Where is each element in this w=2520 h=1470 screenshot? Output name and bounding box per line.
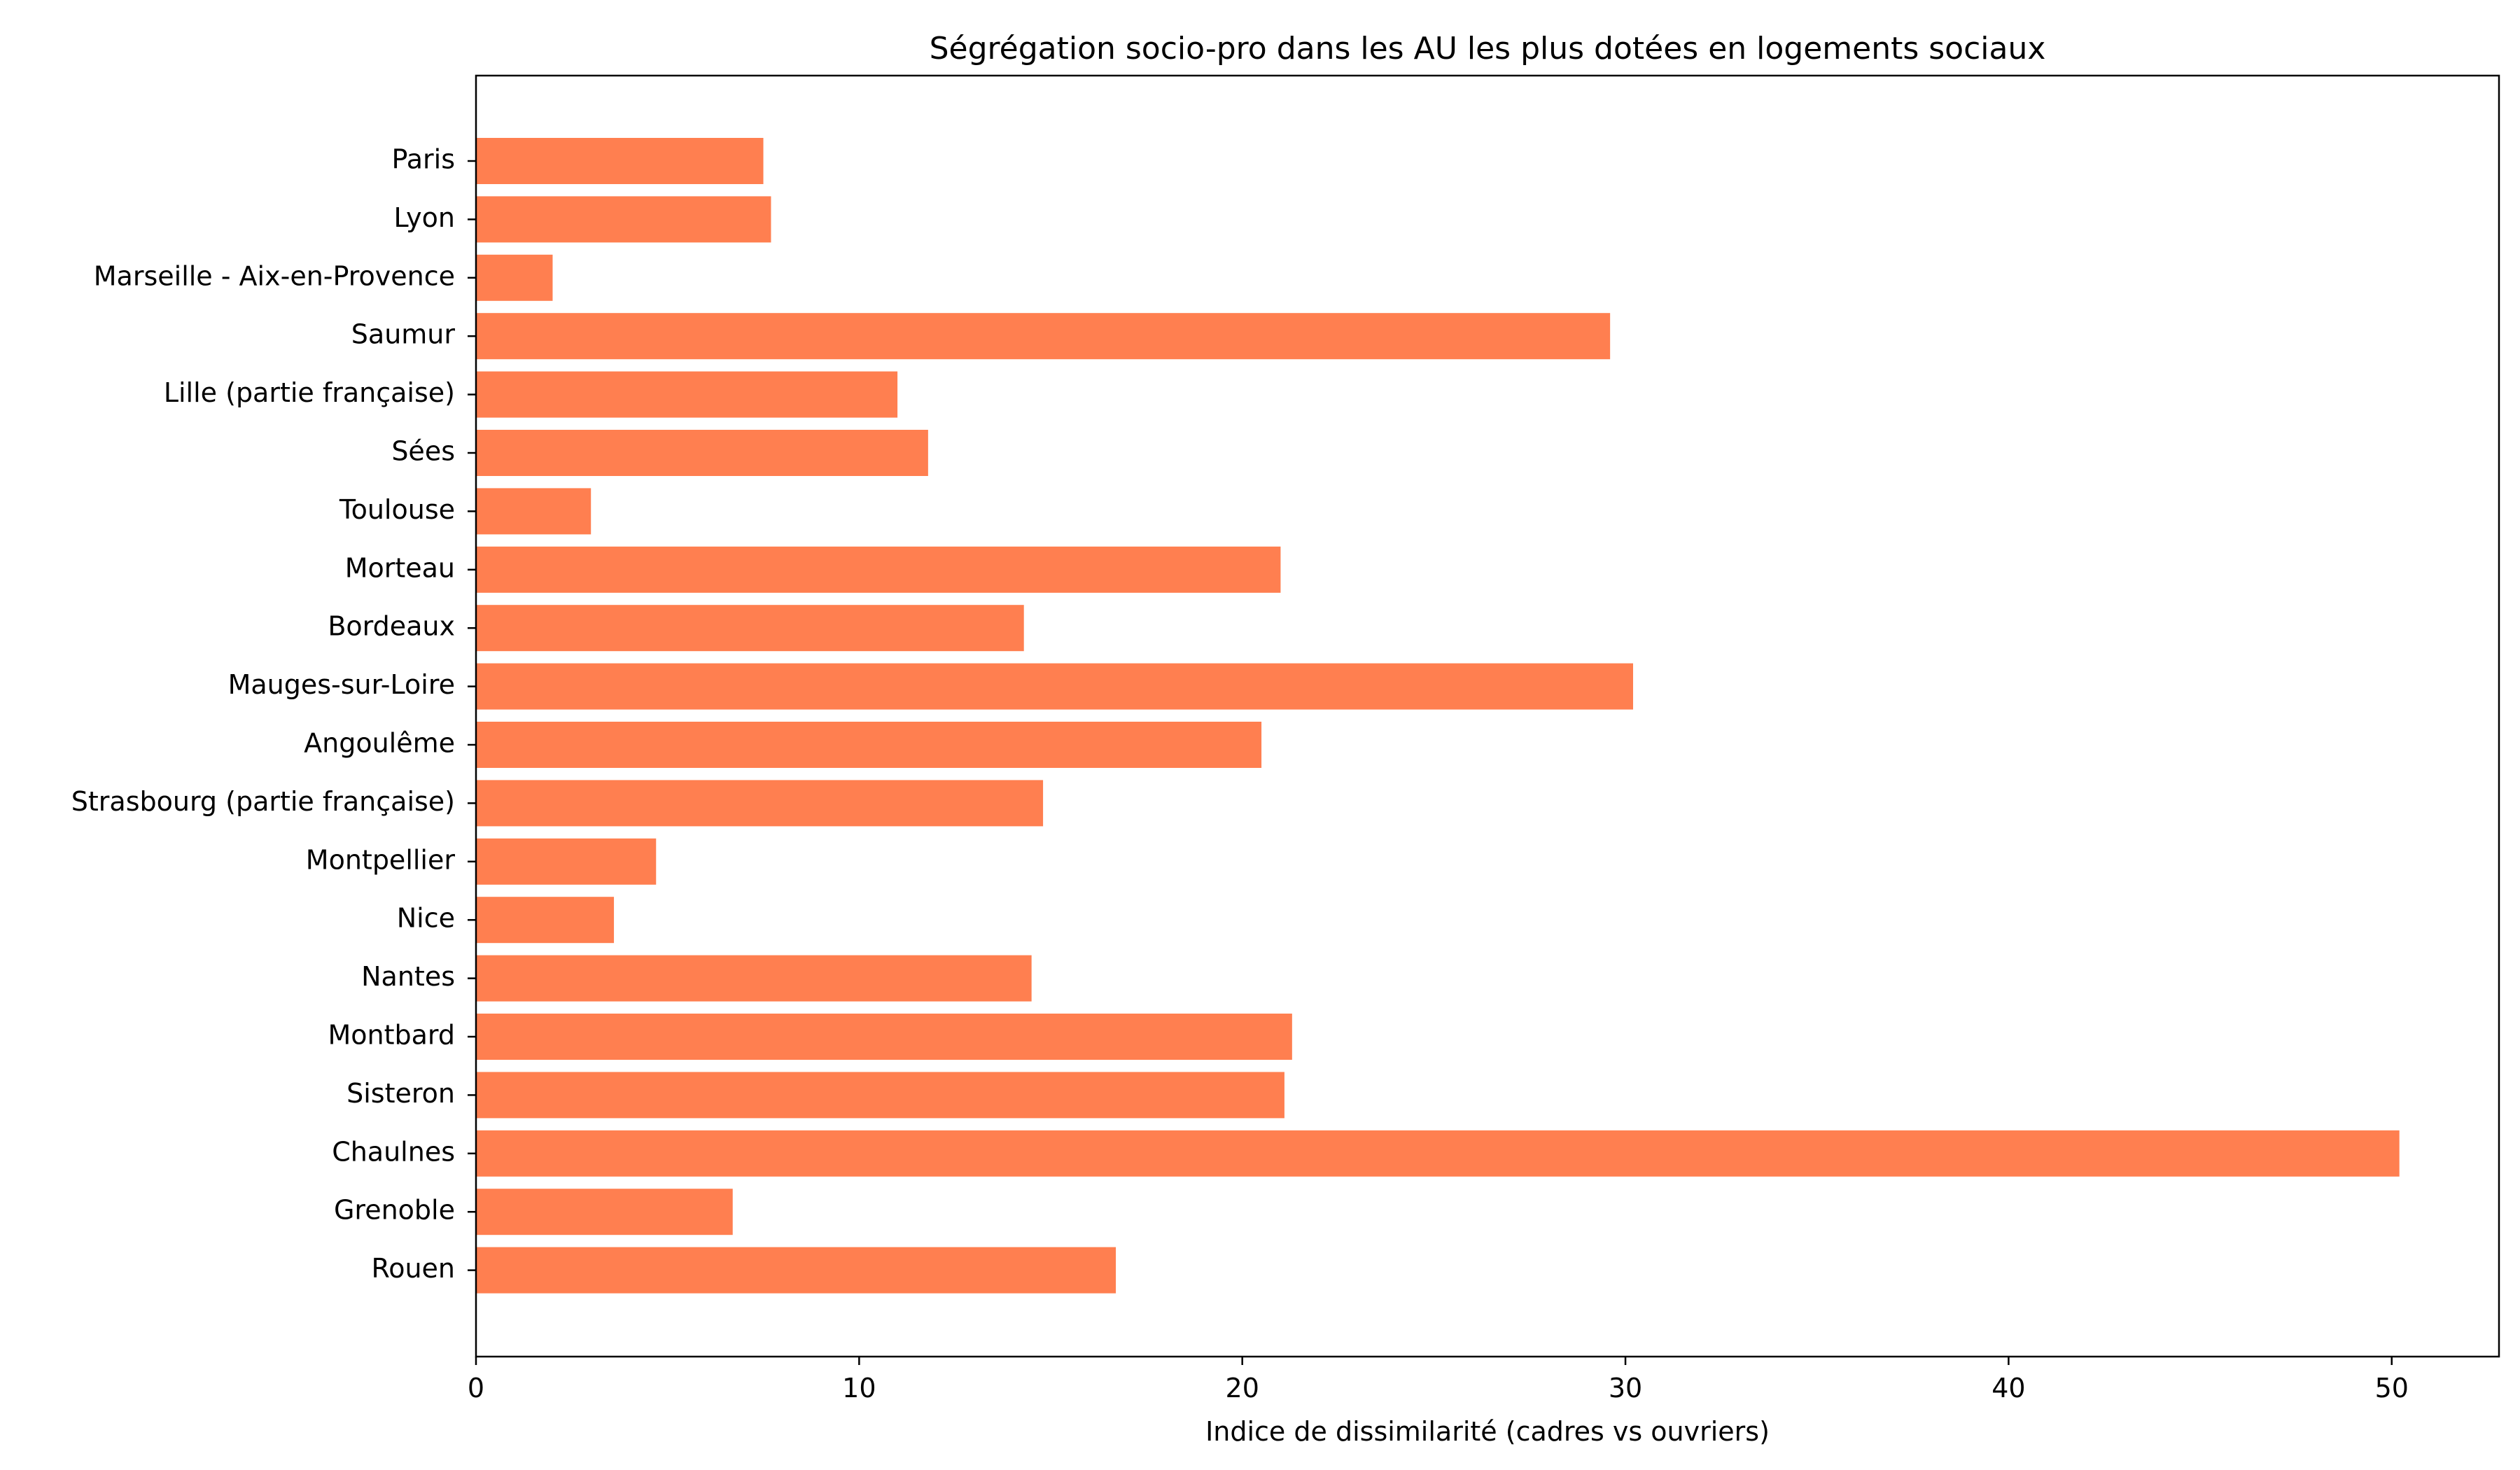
bar [476,1130,2400,1177]
y-tick-label: Chaulnes [332,1136,455,1167]
x-axis-label: Indice de dissimilarité (cadres vs ouvri… [1205,1416,1770,1447]
x-tick-label: 40 [1991,1373,2025,1404]
bar [476,488,592,535]
bar [476,1247,1116,1294]
bar [476,663,1633,710]
bar [476,1072,1284,1119]
x-axis-ticks: 0 10 20 30 40 50 [468,1357,2409,1404]
y-tick-label: Saumur [351,319,456,350]
x-tick-label: 50 [2375,1373,2409,1404]
x-tick-label: 20 [1226,1373,1259,1404]
bar [476,430,928,476]
bar [476,1189,733,1236]
y-tick-label: Grenoble [334,1195,455,1226]
y-tick-label: Nantes [361,961,455,992]
chart-title: Ségrégation socio-pro dans les AU les pl… [930,31,2046,66]
y-tick-label: Marseille - Aix-en-Provence [94,260,455,291]
y-tick-label: Montpellier [306,844,456,875]
plot-frame [475,74,2500,1358]
bar [476,254,553,301]
bar [476,780,1044,827]
bar [476,838,657,885]
y-tick-label: Morteau [345,552,455,583]
bar [476,546,1281,593]
y-tick-label: Rouen [372,1253,456,1284]
bar [476,313,1611,360]
bar [476,722,1262,768]
y-tick-label: Bordeaux [328,611,455,642]
y-tick-label: Lyon [393,202,455,233]
bar [476,138,764,184]
x-tick-label: 30 [1609,1373,1642,1404]
y-tick-label: Sisteron [346,1078,455,1109]
y-tick-label: Lille (partie française) [164,377,455,408]
y-tick-label: Angoulême [304,728,455,759]
x-tick-label: 0 [468,1373,484,1404]
y-axis-ticks: Paris Lyon Marseille - Aix-en-Provence Saum… [71,144,476,1284]
y-tick-label: Nice [397,903,455,934]
y-tick-label: Montbard [328,1020,455,1051]
bars-group [476,138,2400,1294]
y-tick-label: Paris [392,144,455,175]
y-tick-label: Mauges-sur-Loire [228,669,455,700]
y-tick-label: Sées [391,436,455,467]
bar [476,371,898,418]
bar [476,605,1024,652]
bar [476,1014,1292,1060]
bar [476,955,1032,1002]
y-tick-label: Toulouse [339,494,455,525]
bar [476,196,771,243]
x-tick-label: 10 [842,1373,876,1404]
y-tick-label: Strasbourg (partie française) [71,786,455,817]
bar [476,897,615,944]
